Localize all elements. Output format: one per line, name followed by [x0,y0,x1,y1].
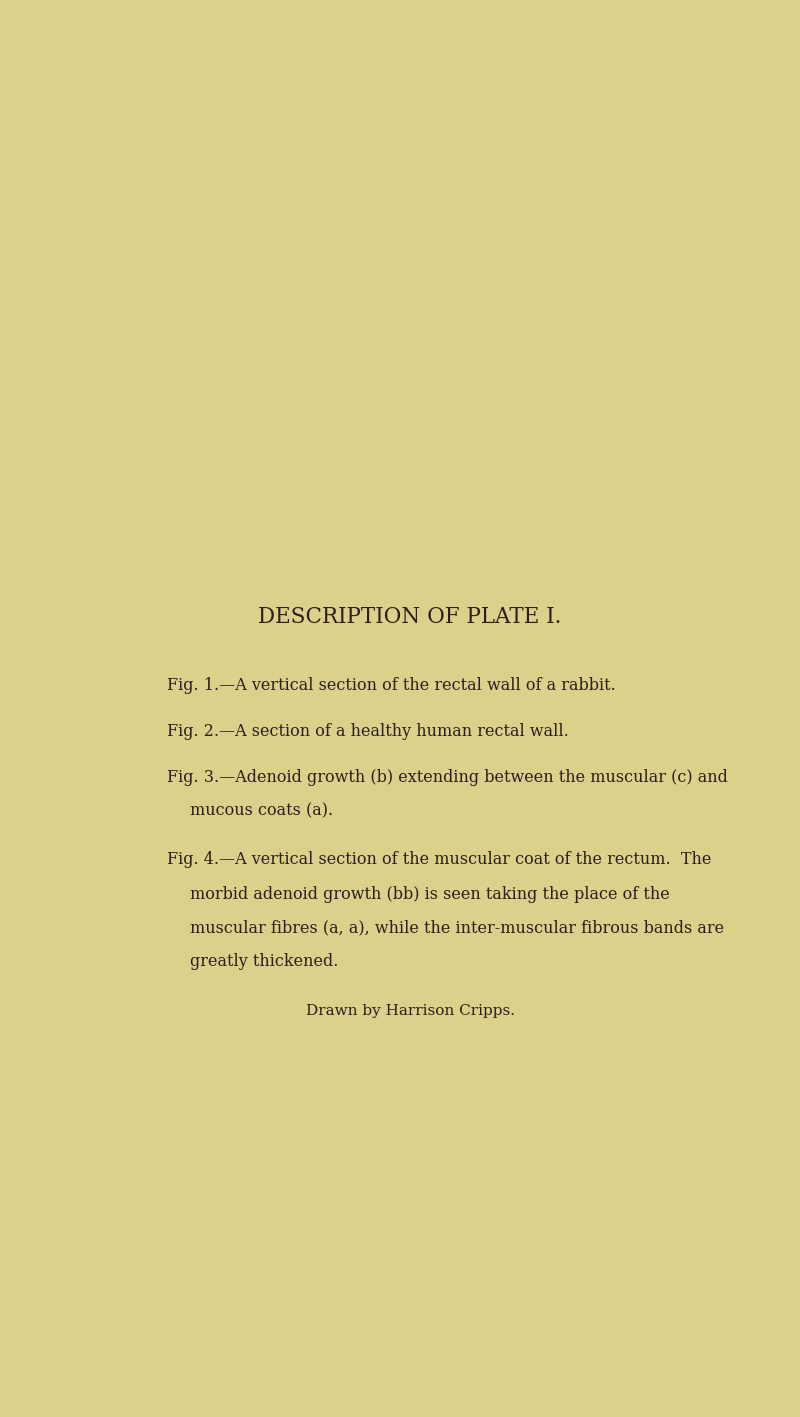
Text: Fig. 1.—A vertical section of the rectal wall of a rabbit.: Fig. 1.—A vertical section of the rectal… [167,677,616,694]
Text: muscular fibres (a, a), while the inter-muscular fibrous bands are: muscular fibres (a, a), while the inter-… [190,920,724,937]
Text: Fig. 2.—A section of a healthy human rectal wall.: Fig. 2.—A section of a healthy human rec… [167,723,569,740]
Text: morbid adenoid growth (bb) is seen taking the place of the: morbid adenoid growth (bb) is seen takin… [190,886,670,903]
Text: Drawn by Harrison Cripps.: Drawn by Harrison Cripps. [306,1003,514,1017]
Text: Fig. 4.—A vertical section of the muscular coat of the rectum.  The: Fig. 4.—A vertical section of the muscul… [167,850,711,867]
Text: Fig. 3.—Adenoid growth (b) extending between the muscular (c) and: Fig. 3.—Adenoid growth (b) extending bet… [167,769,728,786]
Text: DESCRIPTION OF PLATE I.: DESCRIPTION OF PLATE I. [258,606,562,629]
Text: mucous coats (a).: mucous coats (a). [190,803,333,820]
Text: greatly thickened.: greatly thickened. [190,954,338,971]
